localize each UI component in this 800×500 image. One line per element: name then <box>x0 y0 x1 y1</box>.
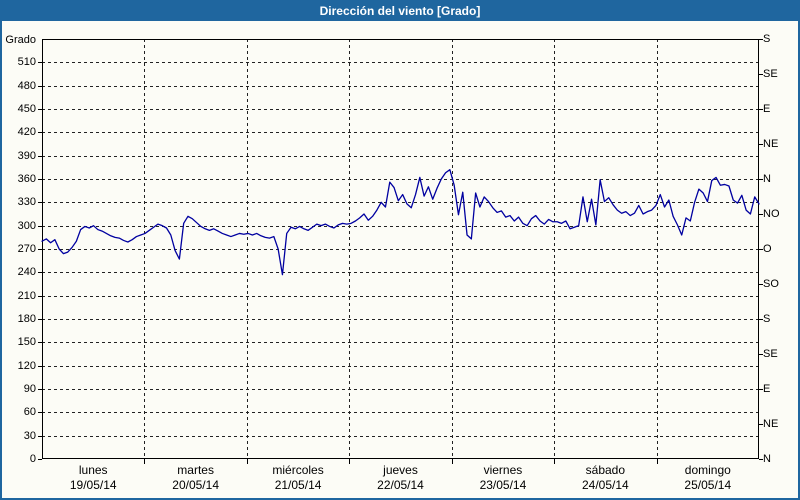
x-day-name-label: sábado <box>585 463 626 477</box>
x-day-name-label: viernes <box>483 463 523 477</box>
x-day-name-label: domingo <box>684 463 731 477</box>
y-tick-label: 0 <box>29 453 36 465</box>
y-tick-label: 150 <box>17 336 36 349</box>
compass-tick-label: N <box>763 453 771 465</box>
x-day-date-label: 22/05/14 <box>377 478 424 492</box>
y-tick-label: 420 <box>17 126 36 139</box>
y-tick-label: 180 <box>17 313 36 325</box>
x-day-date-label: 24/05/14 <box>581 478 629 492</box>
x-day-date-label: 19/05/14 <box>69 478 117 492</box>
y-tick-label: 60 <box>23 406 36 419</box>
compass-tick-label: S <box>763 33 771 45</box>
compass-tick-label: SE <box>763 68 778 80</box>
x-day-name-label: jueves <box>383 463 418 477</box>
y-tick-label: 210 <box>17 289 36 302</box>
y-tick-label: 510 <box>17 56 36 69</box>
compass-tick-label: S <box>763 313 771 325</box>
y-axis-title: Grado <box>5 34 36 46</box>
y-tick-label: 330 <box>17 196 36 209</box>
y-tick-label: 120 <box>17 359 36 372</box>
compass-tick-label: E <box>763 103 771 115</box>
compass-tick-label: N <box>763 173 771 185</box>
compass-tick-label: SE <box>763 348 778 360</box>
compass-tick-label: NE <box>763 138 779 150</box>
compass-tick-label: O <box>763 243 772 255</box>
x-day-date-label: 20/05/14 <box>172 478 219 492</box>
x-day-date-label: 21/05/14 <box>274 478 322 492</box>
y-tick-label: 240 <box>17 266 36 279</box>
y-tick-label: 30 <box>23 429 36 442</box>
y-tick-label: 270 <box>17 243 36 255</box>
wind-direction-plot <box>38 39 763 464</box>
compass-tick-label: E <box>763 383 771 395</box>
y-tick-label: 390 <box>17 149 36 162</box>
y-tick-label: 360 <box>17 173 36 185</box>
y-tick-label: 450 <box>17 103 36 115</box>
x-day-name-label: martes <box>177 463 214 477</box>
x-day-date-label: 23/05/14 <box>479 478 527 492</box>
y-tick-label: 300 <box>17 219 36 232</box>
y-tick-label: 90 <box>23 383 36 395</box>
y-tick-label: 480 <box>17 79 36 92</box>
title-bar: Dirección del viento [Grado] <box>2 2 798 21</box>
compass-tick-label: NO <box>763 208 780 220</box>
chart-title: Dirección del viento [Grado] <box>319 4 481 18</box>
x-day-name-label: lunes <box>78 463 108 477</box>
compass-tick-label: NE <box>763 418 779 430</box>
x-day-name-label: miércoles <box>272 463 324 477</box>
compass-tick-label: SO <box>763 278 779 290</box>
x-day-date-label: 25/05/14 <box>684 478 732 492</box>
